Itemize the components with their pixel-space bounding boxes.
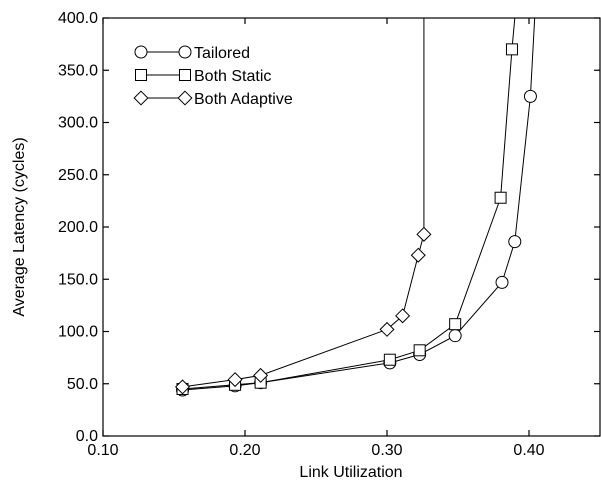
- square-marker: [383, 353, 396, 366]
- legend-label: Both Adaptive: [194, 91, 293, 108]
- y-tick-label: 300.0: [58, 115, 98, 132]
- diamond-marker: [177, 90, 193, 106]
- legend-item: Both Static: [135, 68, 271, 85]
- y-tick-label: 250.0: [58, 167, 98, 184]
- x-tick-label: 0.40: [513, 442, 544, 459]
- x-tick-label: 0.10: [87, 442, 118, 459]
- circle-marker: [448, 329, 462, 343]
- square-marker: [413, 344, 426, 357]
- y-tick-label: 100.0: [58, 324, 98, 341]
- y-tick-label: 150.0: [58, 271, 98, 288]
- square-marker: [494, 191, 507, 204]
- diamond-marker: [379, 321, 395, 337]
- diamond-marker: [175, 379, 191, 395]
- x-tick-label: 0.20: [229, 442, 260, 459]
- legend-item: Tailored: [134, 45, 250, 62]
- axis-ticks: 0.10 0.20 0.30 0.40 0.0 50.0 100.0 150.0 200.0 25…: [58, 10, 600, 459]
- square-marker: [505, 43, 518, 56]
- circle-marker: [523, 89, 537, 103]
- y-tick-label: 200.0: [58, 219, 98, 236]
- diamond-marker: [253, 367, 269, 383]
- diamond-marker: [416, 226, 432, 242]
- circle-marker: [178, 45, 192, 59]
- x-tick-label: 0.30: [371, 442, 402, 459]
- legend-label: Tailored: [194, 45, 250, 62]
- square-marker: [449, 318, 462, 331]
- diamond-marker: [395, 308, 411, 324]
- x-axis-label: Link Utilization: [299, 464, 402, 481]
- y-axis-label: Average Latency (cycles): [11, 137, 28, 316]
- y-tick-label: 0.0: [76, 428, 98, 445]
- square-marker: [135, 69, 147, 81]
- circle-marker: [134, 45, 148, 59]
- y-tick-label: 50.0: [67, 376, 98, 393]
- diamond-marker: [133, 90, 149, 106]
- series-line: [182, 17, 536, 391]
- y-tick-label: 350.0: [58, 62, 98, 79]
- plot-frame: [102, 17, 601, 437]
- series-layer: [175, 17, 537, 397]
- legend-label: Both Static: [194, 68, 271, 85]
- diamond-marker: [227, 372, 243, 388]
- legend: Tailored Both Static Both Adaptive: [133, 45, 293, 108]
- circle-marker: [508, 235, 522, 249]
- legend-item: Both Adaptive: [133, 90, 293, 108]
- circle-marker: [495, 275, 509, 289]
- y-tick-label: 400.0: [58, 10, 98, 27]
- square-marker: [179, 69, 191, 81]
- series-both-adaptive: [175, 18, 432, 395]
- diamond-marker: [410, 247, 426, 263]
